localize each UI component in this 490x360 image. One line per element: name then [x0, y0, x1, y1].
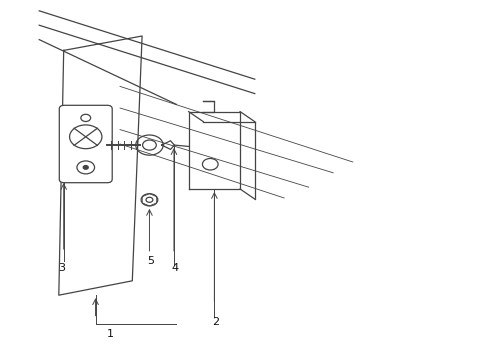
Text: 4: 4 [172, 263, 178, 273]
Text: 5: 5 [147, 256, 154, 266]
FancyBboxPatch shape [59, 105, 112, 183]
Text: 2: 2 [212, 317, 220, 327]
Text: 3: 3 [58, 263, 65, 273]
Text: 1: 1 [107, 329, 114, 339]
Circle shape [83, 166, 88, 169]
